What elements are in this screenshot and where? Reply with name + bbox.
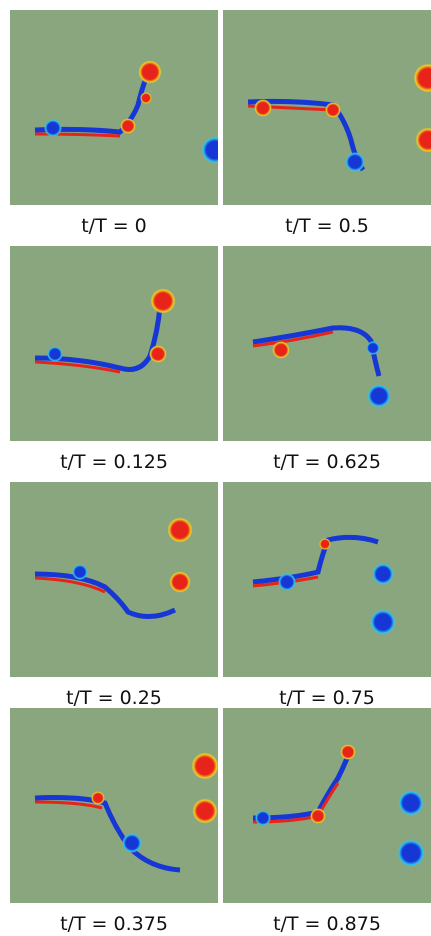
flow-panel-4 — [223, 246, 431, 441]
vorticity-field-2 — [247, 63, 431, 172]
vorticity-field-4 — [252, 325, 391, 408]
caption-8: t/T = 0.875 — [273, 913, 381, 935]
vorticity-field-7 — [34, 752, 218, 873]
caption-2: t/T = 0.5 — [285, 215, 369, 237]
flow-panel-6 — [223, 482, 431, 677]
vorticity-field-5 — [34, 517, 193, 619]
vorticity-field-1 — [34, 60, 218, 164]
caption-5: t/T = 0.25 — [66, 687, 162, 709]
caption-3: t/T = 0.125 — [60, 451, 168, 473]
caption-6: t/T = 0.75 — [279, 687, 375, 709]
caption-7: t/T = 0.375 — [60, 913, 168, 935]
flow-panel-3 — [10, 246, 218, 441]
vorticity-field-8 — [252, 744, 425, 867]
flow-panel-5 — [10, 482, 218, 677]
caption-1: t/T = 0 — [81, 215, 147, 237]
flow-panel-2 — [223, 10, 431, 205]
flow-panel-1 — [10, 10, 218, 205]
vorticity-field-6 — [252, 534, 396, 635]
caption-4: t/T = 0.625 — [273, 451, 381, 473]
flow-panel-8 — [223, 708, 431, 903]
flow-panel-7 — [10, 708, 218, 903]
vorticity-field-3 — [34, 288, 176, 374]
